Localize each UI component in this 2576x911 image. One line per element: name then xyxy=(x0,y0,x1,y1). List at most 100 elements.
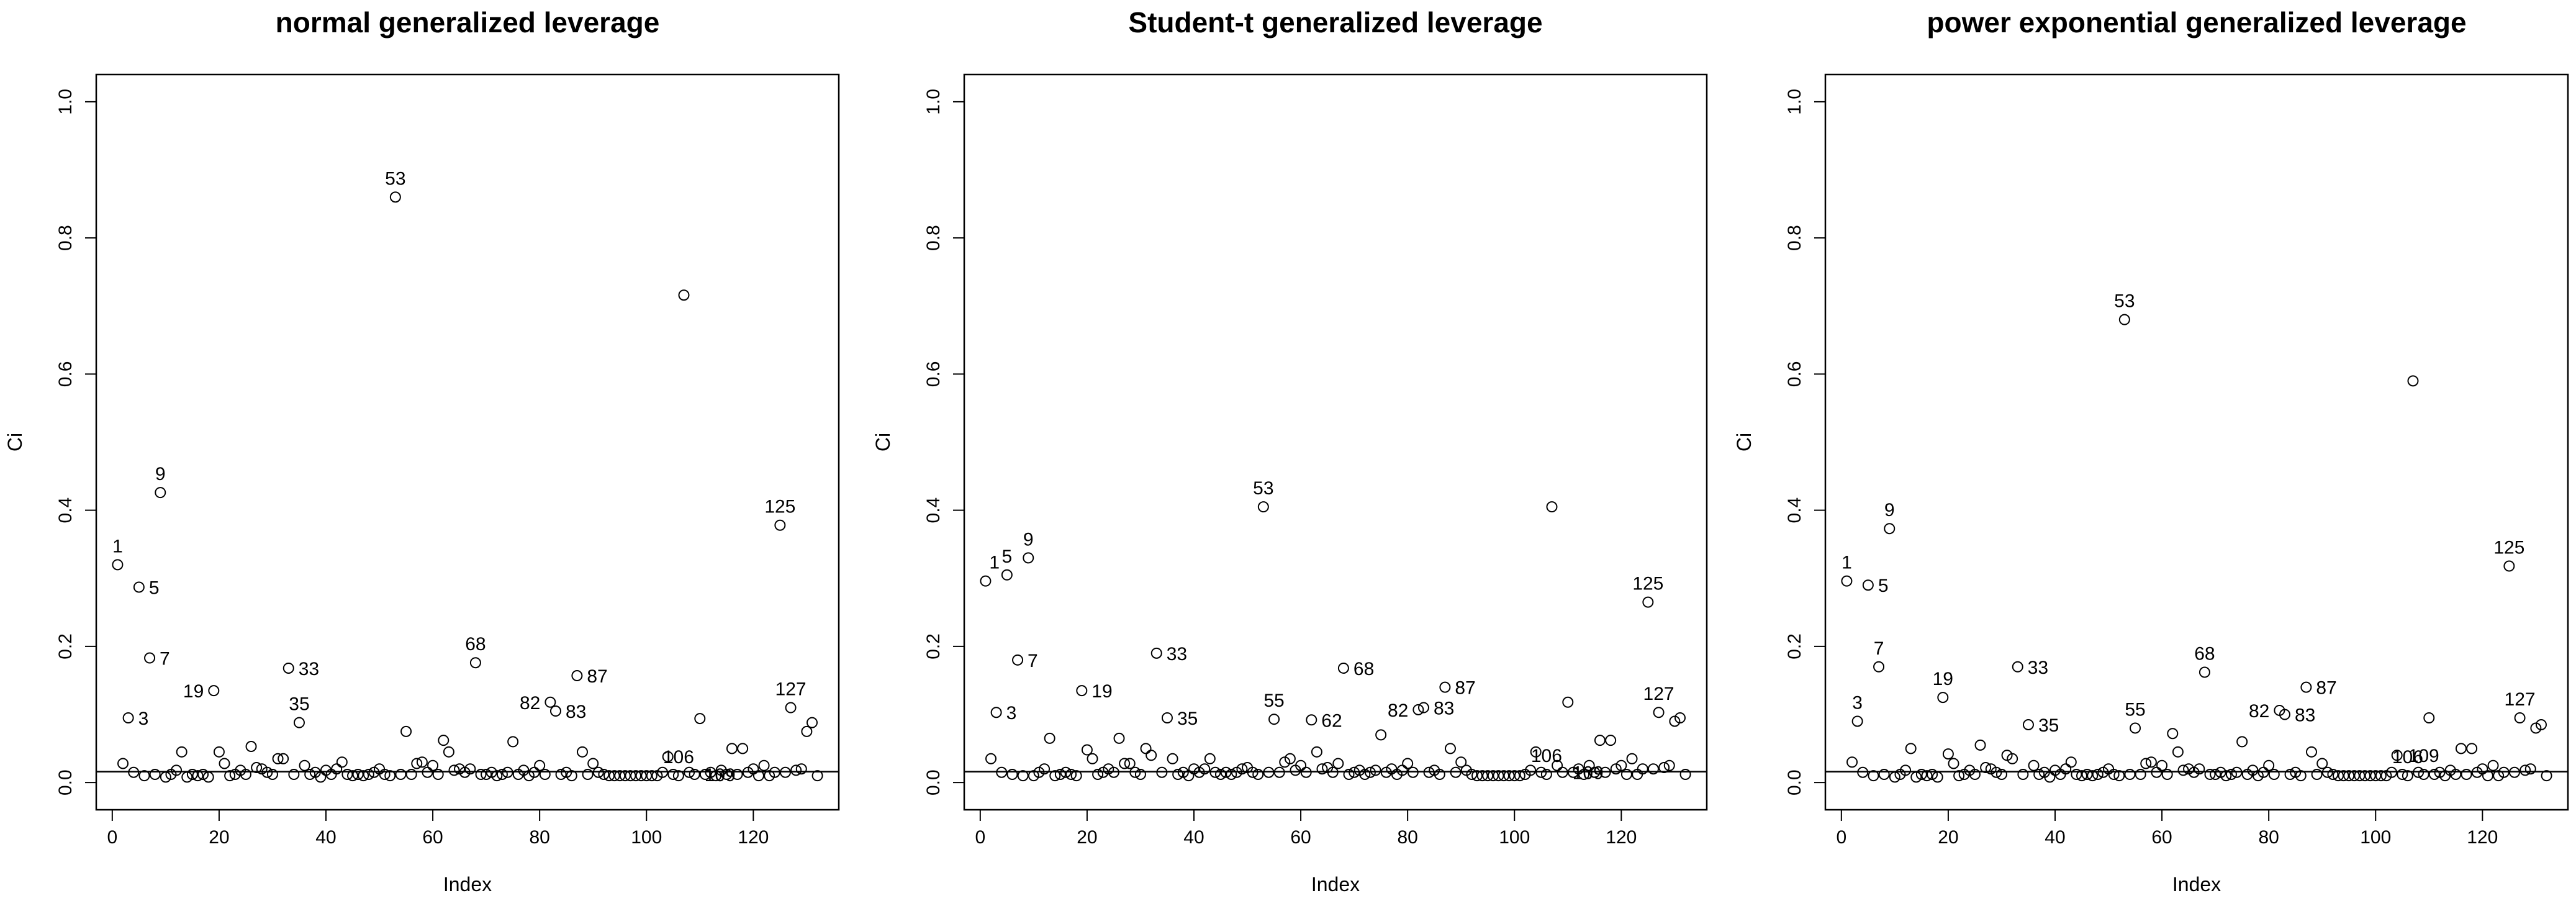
data-point xyxy=(438,735,450,746)
data-point xyxy=(1070,770,1082,782)
data-point xyxy=(1407,766,1419,778)
data-point xyxy=(667,768,679,780)
data-point xyxy=(1509,770,1521,782)
data-point xyxy=(2413,766,2425,778)
data-point xyxy=(2508,766,2520,778)
data-point xyxy=(2007,753,2018,764)
data-point xyxy=(2065,756,2077,768)
point-label: 9 xyxy=(1884,500,1895,520)
data-point xyxy=(790,764,802,776)
data-point xyxy=(811,770,823,782)
data-point xyxy=(117,758,129,769)
y-tick-label: 1.0 xyxy=(923,89,944,115)
data-point xyxy=(592,766,604,778)
data-point xyxy=(443,746,454,758)
point-label: 1 xyxy=(1842,553,1852,573)
data-point xyxy=(1364,766,1376,778)
data-point xyxy=(507,736,519,748)
x-axis: 0 20 40 60 80 100 120 xyxy=(107,810,769,848)
data-point xyxy=(2311,768,2323,780)
point-label: 82 xyxy=(1388,700,1408,721)
data-point xyxy=(1937,692,1949,704)
y-tick-label: 0.2 xyxy=(55,633,76,659)
data-point xyxy=(1183,770,1195,782)
data-point xyxy=(1412,704,1424,715)
data-point xyxy=(731,768,743,780)
point-label: 53 xyxy=(385,168,405,189)
data-point xyxy=(1674,712,1686,723)
data-point xyxy=(2012,661,2023,673)
data-point xyxy=(1049,770,1061,782)
data-point xyxy=(1060,766,1072,778)
data-point xyxy=(2397,768,2408,780)
data-point xyxy=(1023,552,1034,564)
data-point xyxy=(1455,756,1467,768)
point-label: 125 xyxy=(1632,574,1663,594)
y-tick-label: 0.4 xyxy=(1784,497,1805,523)
point-label: 33 xyxy=(2028,658,2048,678)
data-point xyxy=(1161,712,1173,723)
data-point xyxy=(2364,770,2376,782)
data-point xyxy=(1589,766,1601,778)
x-tick-label: 0 xyxy=(107,827,117,848)
data-point xyxy=(1263,766,1275,778)
data-point xyxy=(1343,768,1355,780)
data-point xyxy=(1476,770,1488,782)
data-point xyxy=(1220,766,1232,778)
data-point xyxy=(149,768,161,780)
data-point xyxy=(689,768,700,780)
data-point xyxy=(213,746,225,758)
y-tick-label: 0.4 xyxy=(923,497,944,523)
data-point xyxy=(571,670,583,682)
data-point xyxy=(2279,709,2290,720)
data-point xyxy=(1108,766,1119,778)
data-point xyxy=(245,741,257,753)
data-point xyxy=(990,707,1002,718)
data-point xyxy=(694,713,706,725)
data-point xyxy=(1076,685,1088,697)
data-point xyxy=(1948,758,1959,769)
data-point xyxy=(2081,768,2093,780)
data-point xyxy=(171,764,183,776)
data-point xyxy=(1327,766,1339,778)
data-point xyxy=(1215,768,1227,780)
point-label: 83 xyxy=(2295,705,2315,726)
data-point xyxy=(475,768,487,780)
data-point xyxy=(2033,768,2045,780)
data-point xyxy=(293,717,305,728)
data-point xyxy=(2156,759,2168,771)
data-point xyxy=(1921,770,1933,782)
data-point xyxy=(2220,770,2232,782)
data-point xyxy=(625,770,636,782)
point-label: 7 xyxy=(1874,638,1884,659)
data-point xyxy=(2028,759,2040,771)
data-points xyxy=(1825,314,2568,783)
y-tick-label: 0.6 xyxy=(1784,361,1805,388)
x-tick-label: 60 xyxy=(1290,827,1311,848)
data-point xyxy=(1087,753,1098,764)
data-point xyxy=(699,768,711,780)
data-point xyxy=(758,759,770,771)
panel-title: Student-t generalized leverage xyxy=(1128,6,1542,39)
data-point xyxy=(2135,768,2146,780)
data-point xyxy=(2338,770,2349,782)
data-point xyxy=(1306,714,1317,726)
point-label: 35 xyxy=(289,694,309,715)
point-label: 106 xyxy=(2392,747,2423,768)
point-label: 7 xyxy=(1028,651,1038,671)
data-point xyxy=(400,725,412,737)
data-point xyxy=(1316,763,1328,775)
data-point xyxy=(657,766,669,778)
y-axis: 0.0 0.2 0.4 0.6 0.8 1.0 xyxy=(923,89,964,795)
point-label: 5 xyxy=(1878,576,1889,596)
data-point xyxy=(266,768,278,780)
data-point xyxy=(1311,746,1322,758)
data-point xyxy=(1594,735,1606,746)
data-point xyxy=(1439,681,1451,693)
data-point xyxy=(1119,758,1131,769)
y-tick-label: 0.8 xyxy=(55,225,76,251)
x-tick-label: 80 xyxy=(1397,827,1417,848)
x-axis: 0 20 40 60 80 100 120 xyxy=(975,810,1637,848)
data-point xyxy=(128,766,140,778)
data-point xyxy=(539,768,551,780)
